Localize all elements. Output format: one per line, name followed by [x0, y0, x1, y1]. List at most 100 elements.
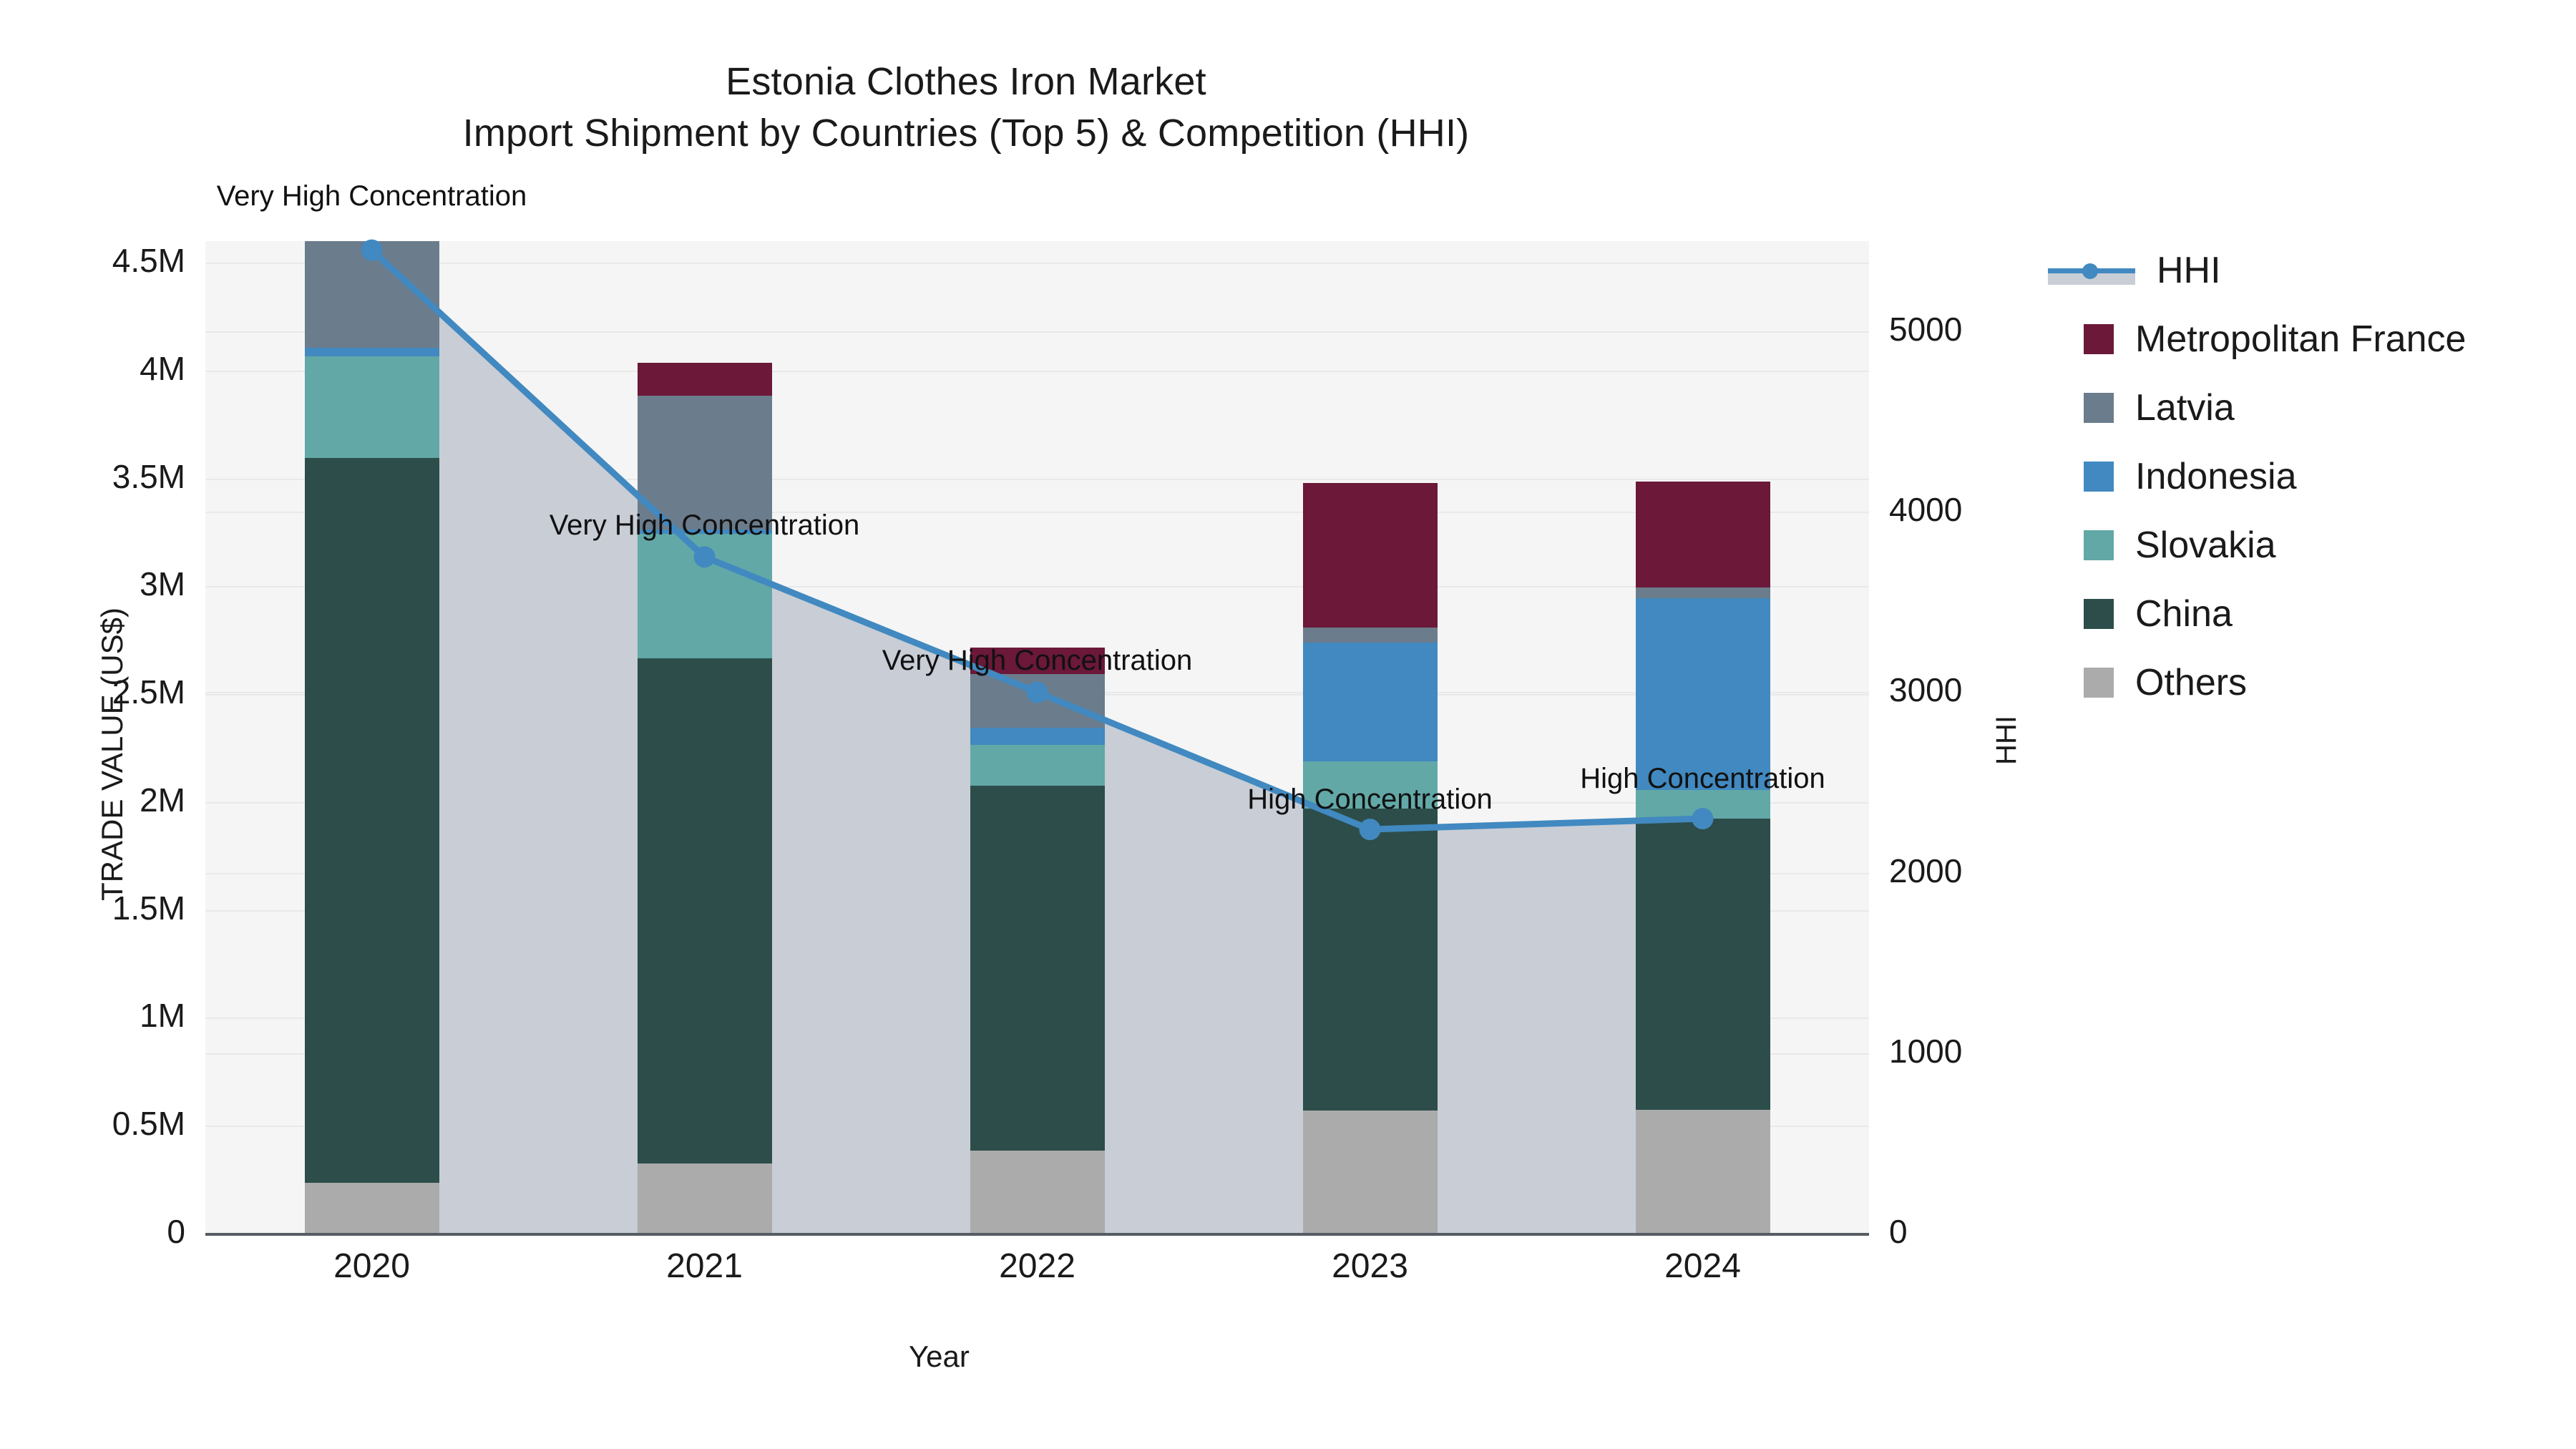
y-tick-right-1000: 1000	[1889, 1032, 1963, 1070]
y-tick-left-2.5M: 2.5M	[112, 673, 185, 711]
bar-segment-latvia-2021[interactable]	[637, 395, 772, 530]
bar-segment-others-2021[interactable]	[637, 1163, 772, 1234]
legend-label-metropolitan-france: Metropolitan France	[2135, 318, 2467, 360]
annotation-2021: Very High Concentration	[549, 509, 860, 542]
y-tick-right-0: 0	[1889, 1213, 1908, 1250]
y-axis-label-left: TRADE VALUE (US$)	[94, 608, 129, 901]
hhi-line-series	[361, 239, 1714, 841]
y-tick-right-4000: 4000	[1889, 491, 1963, 529]
legend: HHI Metropolitan France Latvia Indonesia Slo…	[2048, 236, 2466, 717]
page-title: Estonia Clothes Iron Market Import Shipm…	[0, 56, 1932, 160]
bar-segment-metropolitan-france-2022[interactable]	[970, 648, 1105, 674]
legend-label-china: China	[2135, 593, 2233, 635]
bar-segment-others-2024[interactable]	[1635, 1109, 1770, 1234]
gridline-secondary	[205, 512, 1869, 514]
annotation-2024: High Concentration	[1580, 762, 1825, 794]
bar-segment-indonesia-2020[interactable]	[304, 348, 439, 357]
bar-segment-indonesia-2022[interactable]	[970, 727, 1105, 746]
bar-segment-china-2024[interactable]	[1635, 818, 1770, 1110]
y-tick-right-3000: 3000	[1889, 671, 1963, 709]
bar-segment-latvia-2024[interactable]	[1635, 587, 1770, 599]
y-tick-left-2M: 2M	[140, 781, 185, 819]
y-tick-right-5000: 5000	[1889, 311, 1963, 348]
x-tick-2020: 2020	[333, 1247, 410, 1285]
y-tick-left-4.5M: 4.5M	[112, 242, 185, 280]
y-tick-left-4M: 4M	[140, 349, 185, 387]
bar-segment-latvia-2023[interactable]	[1302, 627, 1438, 643]
legend-item-slovakia[interactable]: Slovakia	[2048, 511, 2466, 580]
legend-swatch-others	[2084, 668, 2114, 698]
legend-swatch-metropolitan-france	[2084, 324, 2114, 354]
bar-segment-others-2020[interactable]	[304, 1183, 439, 1234]
legend-label-indonesia: Indonesia	[2135, 456, 2297, 497]
legend-swatch-china	[2084, 599, 2114, 629]
plot-area: Very High Concentration Very High Concent…	[205, 180, 1869, 1234]
bar-segment-indonesia-2021[interactable]	[637, 529, 772, 534]
annotation-2022: Very High Concentration	[882, 645, 1193, 677]
y-tick-left-0: 0	[167, 1213, 185, 1250]
y-tick-left-3M: 3M	[140, 565, 185, 603]
legend-item-others[interactable]: Others	[2048, 648, 2466, 717]
x-tick-2022: 2022	[999, 1247, 1075, 1285]
gridline	[205, 586, 1869, 588]
bar-segment-others-2022[interactable]	[970, 1150, 1105, 1234]
x-axis-line	[205, 1233, 1869, 1236]
bar-segment-metropolitan-france-2024[interactable]	[1635, 482, 1770, 587]
legend-item-indonesia[interactable]: Indonesia	[2048, 442, 2466, 511]
hhi-marker-2021[interactable]	[693, 546, 716, 568]
bar-segment-others-2023[interactable]	[1302, 1111, 1438, 1234]
x-tick-2023: 2023	[1332, 1247, 1408, 1285]
gridline	[205, 370, 1869, 372]
bar-segment-metropolitan-france-2021[interactable]	[637, 363, 772, 396]
bar-segment-indonesia-2024[interactable]	[1635, 598, 1770, 791]
legend-item-hhi[interactable]: HHI	[2048, 236, 2466, 305]
gridline	[205, 263, 1869, 265]
bar-segment-slovakia-2020[interactable]	[304, 356, 439, 459]
bar-segment-china-2023[interactable]	[1302, 809, 1438, 1111]
bar-segment-china-2022[interactable]	[970, 786, 1105, 1151]
x-tick-2024: 2024	[1664, 1247, 1741, 1285]
bar-segment-slovakia-2022[interactable]	[970, 745, 1105, 786]
annotation-2020: Very High Concentration	[216, 180, 527, 212]
legend-label-latvia: Latvia	[2135, 387, 2235, 429]
annotation-2023: High Concentration	[1247, 784, 1493, 816]
hhi-marker-2024[interactable]	[1692, 807, 1714, 829]
legend-swatch-latvia	[2084, 393, 2114, 423]
plot-inner	[205, 241, 1869, 1234]
legend-swatch-indonesia	[2084, 462, 2114, 492]
y-tick-left-1M: 1M	[140, 997, 185, 1035]
bar-segment-china-2020[interactable]	[304, 458, 439, 1184]
legend-label-others: Others	[2135, 662, 2248, 703]
bar-stack-2023[interactable]	[1302, 482, 1438, 1234]
gridline-secondary	[205, 331, 1869, 333]
legend-swatch-slovakia	[2084, 530, 2114, 560]
legend-label-hhi: HHI	[2157, 250, 2221, 291]
bar-segment-china-2021[interactable]	[637, 658, 772, 1164]
chart-title-line1: Estonia Clothes Iron Market	[726, 60, 1206, 103]
bar-stack-2024[interactable]	[1635, 482, 1770, 1234]
gridline	[205, 478, 1869, 480]
legend-item-metropolitan-france[interactable]: Metropolitan France	[2048, 305, 2466, 374]
legend-area-swatch	[2048, 273, 2135, 285]
bar-segment-metropolitan-france-2023[interactable]	[1302, 482, 1438, 628]
legend-label-slovakia: Slovakia	[2135, 525, 2276, 566]
y-tick-left-0.5M: 0.5M	[112, 1105, 185, 1143]
y-tick-right-2000: 2000	[1889, 852, 1963, 889]
bar-stack-2021[interactable]	[637, 363, 772, 1234]
hhi-marker-2023[interactable]	[1359, 819, 1381, 841]
bar-stack-2022[interactable]	[970, 648, 1105, 1234]
bar-segment-indonesia-2023[interactable]	[1302, 642, 1438, 761]
x-tick-2021: 2021	[666, 1247, 743, 1285]
y-tick-left-3.5M: 3.5M	[112, 457, 185, 495]
hhi-marker-2020[interactable]	[361, 239, 383, 261]
legend-item-china[interactable]: China	[2048, 580, 2466, 648]
y-axis-label-right: HHI	[1990, 716, 2022, 765]
hhi-marker-2022[interactable]	[1026, 681, 1048, 703]
x-axis-label: Year	[909, 1340, 970, 1373]
chart-title-line2: Import Shipment by Countries (Top 5) & C…	[462, 112, 1470, 155]
legend-item-latvia[interactable]: Latvia	[2048, 374, 2466, 442]
bar-segment-slovakia-2023[interactable]	[1302, 761, 1438, 809]
y-tick-left-1.5M: 1.5M	[112, 889, 185, 927]
legend-line-marker-icon	[2048, 255, 2135, 286]
legend-dot-icon	[2082, 263, 2098, 279]
